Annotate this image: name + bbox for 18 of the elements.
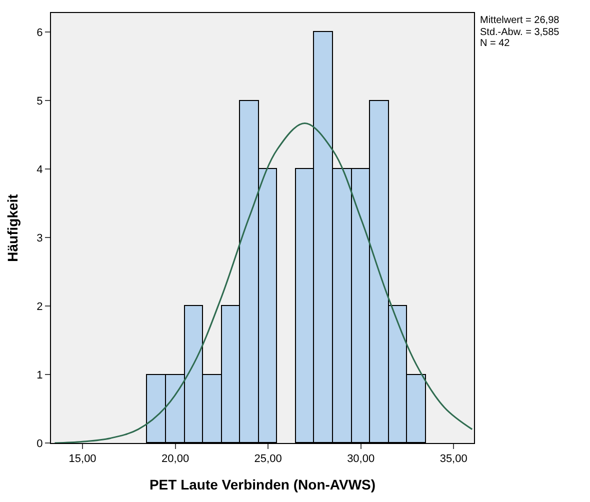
y-tick-label: 0 <box>36 438 43 450</box>
y-tick-label: 2 <box>36 300 43 313</box>
y-tick-label: 6 <box>36 27 43 40</box>
y-tick-label: 3 <box>36 232 43 244</box>
text: N = 42 <box>480 38 510 49</box>
text: Std.-Abw. = 3,585 <box>480 27 560 38</box>
line-series <box>54 122 473 443</box>
x-tick-label: 20,00 <box>162 453 190 466</box>
x-axis-title: PET Laute Verbinden (Non-AVWS) <box>149 476 376 492</box>
x-tick-label: 30,00 <box>347 453 375 466</box>
y-tick-label: 5 <box>36 95 43 108</box>
x-tick-label: 15,00 <box>68 453 96 466</box>
y-tick-label: 1 <box>36 369 43 382</box>
x-tick-label: 35,00 <box>440 453 468 466</box>
text: Mittelwert = 26,98 <box>480 15 560 26</box>
y-axis-title: Häufigkeit <box>4 194 20 262</box>
y-tick-label: 4 <box>36 164 43 176</box>
x-tick-label: 25,00 <box>254 453 282 466</box>
